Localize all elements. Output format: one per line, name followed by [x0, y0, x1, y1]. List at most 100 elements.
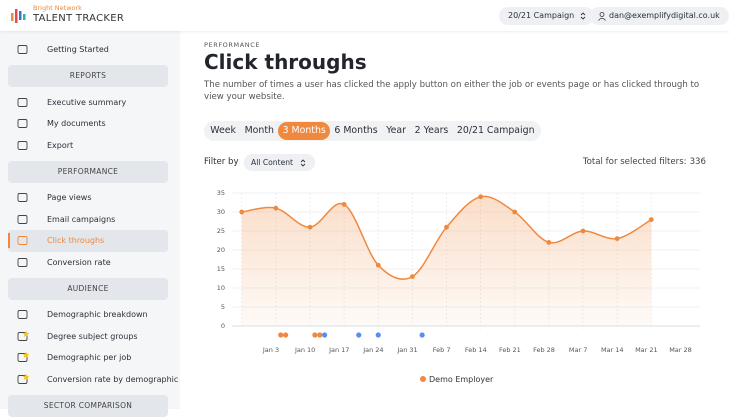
nav-item[interactable]: My documents: [8, 113, 168, 135]
page-title: Click throughs: [204, 50, 367, 74]
nav-item[interactable]: Page views: [8, 187, 168, 209]
nav-item[interactable]: Conversion rate by demographic: [8, 369, 178, 391]
nav-item[interactable]: Demographic per job: [8, 347, 168, 369]
icon-shape: [17, 236, 28, 245]
nav-item[interactable]: Conversion rate: [8, 252, 168, 274]
filter-value: All Content: [251, 158, 294, 167]
icon-shape: [17, 45, 28, 54]
icon-shape: [17, 353, 28, 362]
y-tick-label: 10: [217, 284, 225, 292]
y-tick-label: 15: [217, 265, 225, 273]
sidebar: Getting Started REPORTS Executive summary M…: [0, 31, 180, 417]
point: [444, 224, 449, 230]
nav-icon: [17, 330, 29, 341]
nav-icon: [17, 97, 28, 107]
nav-label: Demographic per job: [47, 353, 132, 362]
description: The number of times a user has clicked t…: [204, 80, 700, 102]
point: [648, 217, 654, 223]
nav-item[interactable]: Export: [8, 135, 168, 157]
event-marker: [317, 332, 323, 338]
nav-icon: [17, 45, 28, 54]
x-tick-label: Jan 31: [396, 346, 417, 354]
user-menu[interactable]: dan@exemplifydigital.co.uk: [590, 7, 729, 25]
tab[interactable]: Week: [210, 125, 236, 136]
point: [239, 209, 245, 215]
tab[interactable]: Year: [386, 125, 407, 136]
point: [478, 194, 484, 200]
nav-item[interactable]: Email campaigns: [8, 209, 168, 231]
filter-select[interactable]: All Content: [244, 154, 316, 171]
star: [22, 352, 29, 358]
nav-item[interactable]: Degree subject groups: [8, 326, 168, 348]
nav-item[interactable]: Getting Started: [8, 39, 168, 61]
tab[interactable]: 3 Months: [278, 122, 331, 140]
nav-label: Email campaigns: [47, 214, 116, 224]
nav-item[interactable]: Demographic breakdown: [8, 304, 168, 326]
x-tick-label: Feb 7: [433, 346, 451, 354]
star: [22, 373, 29, 380]
icon-shape: [17, 331, 28, 341]
total: Total for selected filters: 336: [583, 157, 706, 167]
x-tick-label: Feb 21: [499, 346, 521, 354]
x-tick-label: Mar 28: [669, 346, 692, 354]
chevron: [300, 158, 306, 167]
kicker: PERFORMANCE: [204, 41, 261, 49]
point: [580, 228, 586, 234]
nav-label: Degree subject groups: [47, 331, 138, 341]
x-tick-label: Mar 14: [601, 346, 624, 354]
nav-icon: [17, 373, 29, 384]
star: [22, 330, 29, 337]
nav-icon: [17, 193, 28, 202]
section-header: PERFORMANCE: [8, 160, 168, 183]
section-header: REPORTS: [8, 65, 168, 87]
point: [273, 205, 279, 211]
tab[interactable]: Month: [244, 125, 274, 136]
campaign-select[interactable]: 20/21 Campaign: [499, 7, 595, 25]
campaign: 20/21 Campaign: [508, 11, 575, 20]
point: [614, 236, 620, 242]
x-tick-label: Feb 28: [533, 346, 555, 354]
nav-icon: [17, 214, 28, 224]
icon-shape: [17, 257, 28, 267]
x-tick-label: Jan 10: [294, 346, 315, 354]
y-tick-label: 0: [221, 322, 225, 330]
product-name: TALENT TRACKER: [33, 13, 125, 24]
x-tick-label: Jan 17: [328, 346, 349, 354]
tab[interactable]: 2 Years: [414, 125, 449, 136]
nav-label: Getting Started: [47, 45, 109, 54]
tab[interactable]: 20/21 Campaign: [456, 125, 535, 136]
user-icon: [598, 11, 606, 21]
point: [307, 224, 313, 230]
x-tick-label: Mar 21: [635, 346, 658, 354]
point: [409, 274, 415, 279]
event-marker: [375, 332, 381, 338]
brand: Bright Network: [33, 4, 82, 12]
tab[interactable]: 6 Months: [334, 125, 378, 136]
y-tick-label: 30: [217, 208, 225, 216]
point: [512, 209, 518, 215]
icon-shape: [17, 97, 28, 107]
nav-icon: [17, 236, 28, 245]
event-marker: [312, 332, 318, 338]
nav-icon: [17, 257, 28, 267]
section-header: AUDIENCE: [8, 277, 168, 300]
logo: [11, 9, 26, 23]
filter-label: Filter by: [204, 157, 239, 167]
legend-swatch: [420, 376, 426, 382]
event-marker: [322, 332, 328, 338]
icon-shape: [17, 310, 28, 319]
event-marker: [356, 332, 362, 338]
event-marker: [283, 332, 289, 338]
y-tick-label: 35: [217, 189, 225, 197]
nav-label: Click throughs: [47, 236, 105, 245]
event-marker: [419, 332, 425, 338]
x-tick-label: Mar 7: [569, 346, 587, 354]
nav-item[interactable]: Click throughs: [8, 230, 168, 252]
point: [546, 240, 552, 245]
area: [241, 196, 652, 326]
range-tabs: Week Month 3 Months 6 Months Year 2 Years 20/2…: [204, 121, 541, 141]
nav-item[interactable]: Executive summary: [8, 92, 168, 114]
nav-icon: [17, 140, 28, 150]
